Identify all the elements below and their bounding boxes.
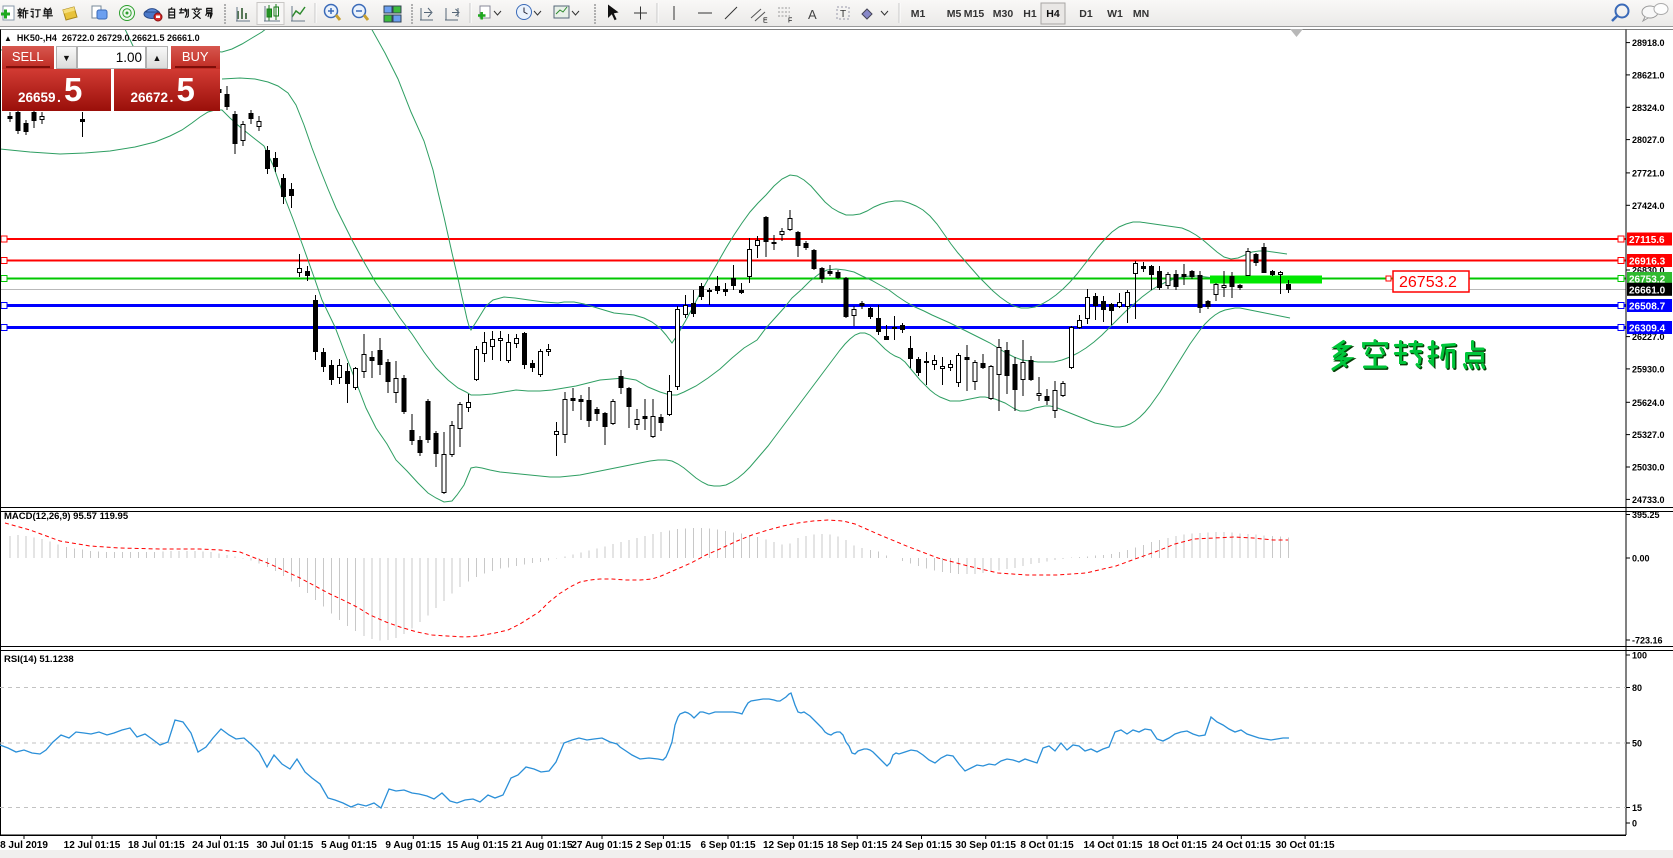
svg-text:26916.3: 26916.3: [1629, 257, 1666, 268]
svg-text:8 Oct 01:15: 8 Oct 01:15: [1020, 840, 1074, 851]
svg-text:18 Oct 01:15: 18 Oct 01:15: [1148, 840, 1207, 851]
svg-text:9 Aug 01:15: 9 Aug 01:15: [385, 840, 441, 851]
svg-text:24 Jul 01:15: 24 Jul 01:15: [192, 840, 249, 851]
svg-text:M15: M15: [964, 8, 985, 20]
svg-text:27721.0: 27721.0: [1632, 168, 1665, 178]
svg-text:E: E: [763, 18, 768, 25]
svg-text:M1: M1: [911, 8, 926, 20]
svg-text:28918.0: 28918.0: [1632, 38, 1665, 48]
svg-text:MN: MN: [1133, 8, 1149, 20]
svg-text:26753.2: 26753.2: [1399, 274, 1457, 291]
svg-text:MACD(12,26,9) 95.57 119.95: MACD(12,26,9) 95.57 119.95: [4, 511, 129, 522]
svg-text:21 Aug 01:15: 21 Aug 01:15: [511, 840, 573, 851]
svg-text:6 Sep 01:15: 6 Sep 01:15: [700, 840, 755, 851]
svg-text:30 Jul 01:15: 30 Jul 01:15: [256, 840, 313, 851]
svg-text:80: 80: [1632, 683, 1642, 693]
svg-text:26309.4: 26309.4: [1629, 324, 1666, 335]
svg-text:26753.2: 26753.2: [1629, 275, 1666, 286]
svg-text:0.00: 0.00: [1632, 554, 1650, 564]
svg-text:-723.16: -723.16: [1632, 636, 1663, 646]
svg-text:27 Aug 01:15: 27 Aug 01:15: [571, 840, 633, 851]
svg-text:2 Sep 01:15: 2 Sep 01:15: [636, 840, 691, 851]
svg-text:26508.7: 26508.7: [1629, 302, 1666, 313]
svg-text:H1: H1: [1023, 8, 1037, 20]
svg-text:27424.0: 27424.0: [1632, 201, 1665, 211]
svg-text:30 Oct 01:15: 30 Oct 01:15: [1276, 840, 1335, 851]
svg-text:28027.0: 28027.0: [1632, 135, 1665, 145]
svg-text:28621.0: 28621.0: [1632, 70, 1665, 80]
svg-text:26661.0: 26661.0: [1629, 285, 1666, 296]
svg-text:25030.0: 25030.0: [1632, 463, 1665, 473]
svg-text:25327.0: 25327.0: [1632, 430, 1665, 440]
svg-text:8 Jul 2019: 8 Jul 2019: [0, 840, 48, 851]
svg-text:F: F: [788, 18, 792, 25]
svg-text:RSI(14) 51.1238: RSI(14) 51.1238: [4, 654, 74, 665]
svg-text:14 Oct 01:15: 14 Oct 01:15: [1084, 840, 1143, 851]
svg-text:24 Oct 01:15: 24 Oct 01:15: [1212, 840, 1271, 851]
svg-text:30 Sep 01:15: 30 Sep 01:15: [955, 840, 1016, 851]
svg-text:100: 100: [1632, 651, 1647, 661]
svg-text:12 Jul 01:15: 12 Jul 01:15: [64, 840, 121, 851]
svg-text:25624.0: 25624.0: [1632, 398, 1665, 408]
svg-text:26830.0: 26830.0: [1632, 266, 1665, 276]
svg-text:0: 0: [1632, 819, 1637, 829]
svg-text:12 Sep 01:15: 12 Sep 01:15: [763, 840, 824, 851]
svg-text:15 Aug 01:15: 15 Aug 01:15: [447, 840, 509, 851]
svg-text:25930.0: 25930.0: [1632, 364, 1665, 374]
svg-text:T: T: [840, 9, 846, 20]
svg-text:26227.0: 26227.0: [1632, 332, 1665, 342]
svg-text:M30: M30: [993, 8, 1014, 20]
svg-text:W1: W1: [1107, 8, 1123, 20]
svg-text:18 Sep 01:15: 18 Sep 01:15: [827, 840, 888, 851]
svg-text:H4: H4: [1046, 8, 1060, 20]
svg-text:27115.6: 27115.6: [1629, 235, 1665, 246]
svg-text:A: A: [808, 7, 817, 22]
svg-text:28324.0: 28324.0: [1632, 103, 1665, 113]
svg-text:M5: M5: [947, 8, 962, 20]
svg-text:50: 50: [1632, 739, 1642, 749]
svg-text:24 Sep 01:15: 24 Sep 01:15: [891, 840, 952, 851]
svg-text:15: 15: [1632, 803, 1642, 813]
svg-text:18 Jul 01:15: 18 Jul 01:15: [128, 840, 185, 851]
svg-text:D1: D1: [1079, 8, 1093, 20]
svg-text:395.25: 395.25: [1632, 510, 1660, 520]
svg-text:5 Aug 01:15: 5 Aug 01:15: [321, 840, 377, 851]
svg-text:24733.0: 24733.0: [1632, 495, 1665, 505]
